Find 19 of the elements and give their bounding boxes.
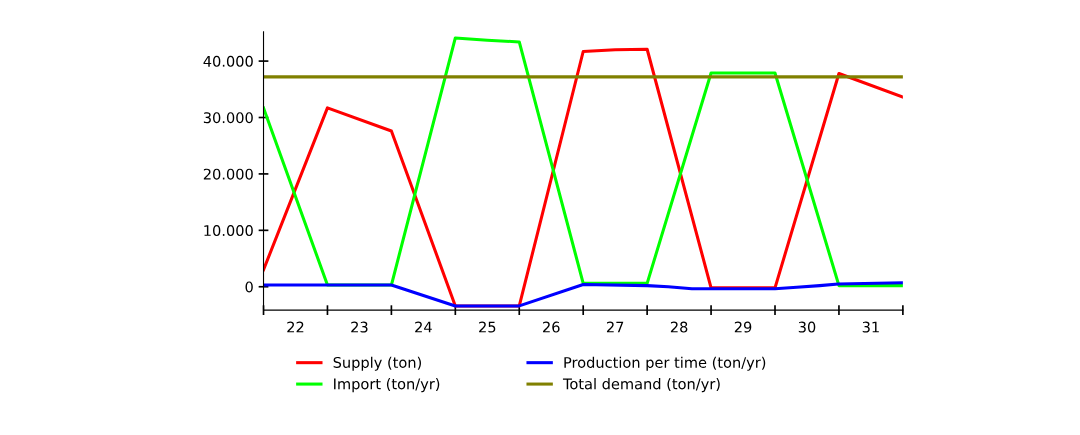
x-tick-label: 25: [479, 321, 496, 333]
x-tick-label: 26: [543, 321, 560, 333]
y-tick-label: 40.000: [203, 55, 253, 67]
legend-label: Production per time (ton/yr): [564, 356, 766, 371]
y-tick-label: 20.000: [203, 168, 253, 180]
x-tick-label: 28: [670, 321, 688, 333]
x-tick-label: 23: [351, 321, 368, 333]
x-tick-label: 29: [734, 321, 752, 333]
legend-label: Total demand (ton/yr): [562, 378, 720, 393]
y-tick-label: 0: [245, 281, 253, 293]
x-tick-label: 22: [287, 321, 304, 333]
legend-label: Import (ton/yr): [334, 378, 440, 393]
y-tick-label: 30.000: [203, 112, 253, 124]
x-tick-label: 30: [798, 321, 816, 333]
y-tick-label: 10.000: [204, 225, 253, 237]
legend-label: Supply (ton): [333, 356, 421, 371]
x-tick-label: 31: [862, 321, 879, 333]
x-tick-label: 24: [415, 321, 432, 333]
x-tick-label: 27: [606, 321, 624, 333]
